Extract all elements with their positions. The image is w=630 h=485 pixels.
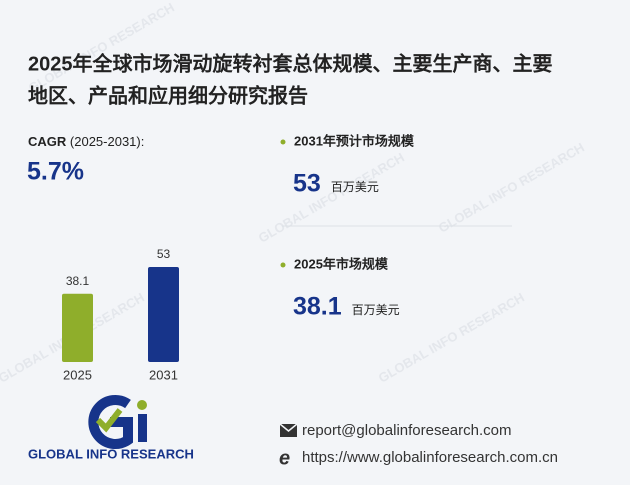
logo-dot (137, 400, 147, 410)
cagr-name: CAGR (28, 134, 67, 149)
logo-g (88, 395, 133, 449)
category-label: 2031 (149, 367, 178, 382)
watermark: GLOBAL INFO RESEARCH (436, 140, 587, 236)
bar (62, 293, 93, 362)
title: 2025年全球市场滑动旋转衬套总体规模、主要生产商、主要 (28, 51, 553, 75)
website: https://www.globalinforesearch.com.cn (302, 449, 558, 466)
logo-i (138, 414, 147, 442)
web-icon: e (279, 447, 290, 469)
logo-check (95, 408, 123, 433)
stat-value: 38.1 (293, 293, 342, 321)
value-label: 53 (157, 247, 171, 261)
cagr-value: 5.7% (27, 158, 84, 186)
logo: GLOBAL INFO RESEARCH (28, 395, 194, 461)
bullet (280, 139, 286, 145)
category-label: 2025 (63, 367, 92, 382)
bullet (280, 262, 286, 268)
stats: 2031年预计市场规模 53 百万美元 2025年市场规模 38.1 百万美元 (280, 133, 415, 321)
stat-unit: 百万美元 (331, 180, 379, 194)
email: report@globalinforesearch.com (302, 422, 512, 439)
cagr-label: CAGR (2025-2031): (28, 134, 144, 149)
value-label: 38.1 (66, 274, 90, 288)
cagr-period: (2025-2031): (70, 134, 144, 149)
bar (148, 267, 179, 362)
title: 地区、产品和应用细分研究报告 (28, 83, 308, 107)
logo-text: GLOBAL INFO RESEARCH (28, 446, 194, 461)
watermark: GLOBAL INFO RESEARCH (256, 150, 407, 246)
email-icon-flap (279, 423, 298, 432)
bar-chart: 38.1 2025 53 2031 (62, 247, 179, 382)
stat-value: 53 (293, 170, 321, 198)
stat-unit: 百万美元 (352, 303, 400, 317)
stat-label: 2031年预计市场规模 (294, 133, 415, 148)
stat-label: 2025年市场规模 (294, 256, 389, 271)
watermark: GLOBAL INFO RESEARCH (26, 0, 177, 96)
